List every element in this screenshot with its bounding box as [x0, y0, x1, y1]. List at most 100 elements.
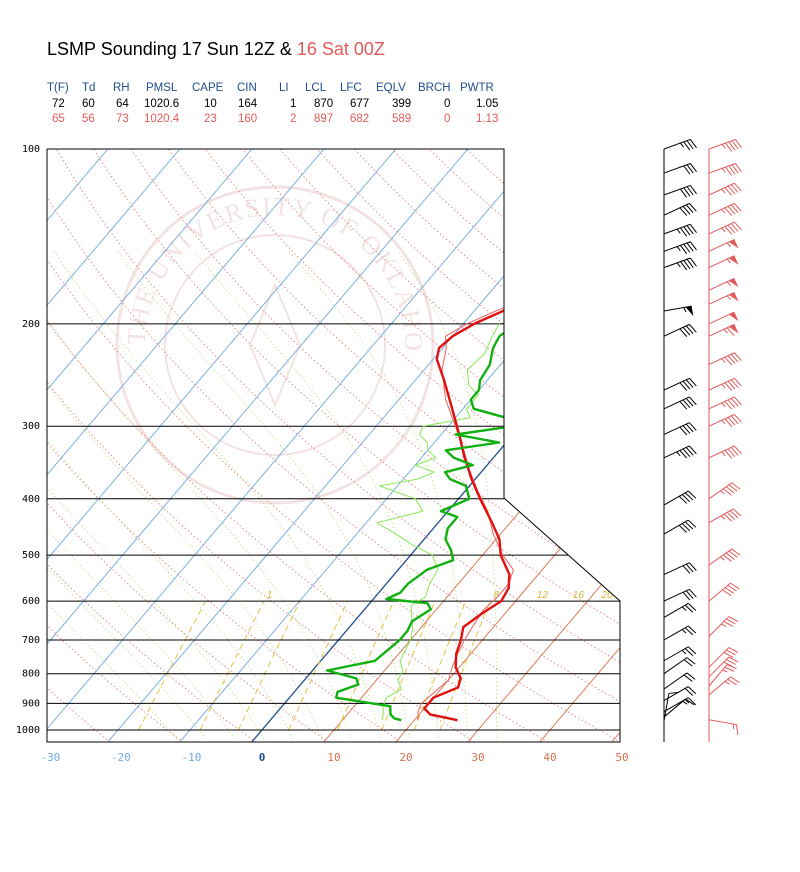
dry-adiabat: [503, 149, 620, 742]
barb-full: [732, 508, 742, 517]
wind-barb: [663, 422, 697, 436]
barb-full: [685, 325, 694, 334]
barb-full: [731, 140, 739, 150]
barb-full: [679, 401, 688, 410]
barb-full: [728, 550, 738, 558]
university-seal-watermark: THE UNIVERSITY OF OKLAHOMA SCHOOL OF MET…: [0, 0, 435, 505]
barb-full: [685, 563, 694, 573]
barb-full: [689, 241, 697, 251]
isotherm: [539, 149, 620, 742]
dewpoint-trace-16-sat-00z: [376, 323, 500, 721]
barb-shaft: [663, 588, 690, 602]
stats-cell: 677: [350, 98, 369, 110]
barb-half: [681, 649, 687, 655]
wind-barb: [708, 291, 739, 305]
plot-area: 1 8 12 16 20: [47, 149, 620, 742]
wind-barb: [708, 182, 742, 196]
barb-shaft: [708, 647, 730, 668]
barb-full: [684, 648, 694, 657]
pressure-axis: 100 200 300 400 500 600 700 800 900 1000: [16, 144, 40, 736]
barb-half: [682, 700, 688, 705]
barb-full: [724, 401, 733, 410]
barb-full: [689, 445, 697, 455]
barb-half: [723, 328, 728, 334]
stats-cell: 0: [444, 113, 450, 125]
barb-flag: [728, 278, 739, 288]
barb-full: [682, 399, 691, 409]
moist-adiabat: [47, 251, 324, 742]
barb-full: [730, 353, 739, 363]
barb-half: [720, 490, 725, 495]
barb-full: [686, 186, 694, 196]
isotherm: [47, 149, 325, 742]
barb-shaft: [663, 672, 688, 690]
barb-shaft: [663, 422, 690, 435]
wind-barb: [663, 519, 697, 535]
background-lines: 1 8 12 16 20: [47, 149, 620, 742]
wind-barb: [663, 445, 697, 459]
wind-barb: [708, 508, 742, 524]
pressure-tick-700: 700: [22, 635, 40, 646]
barb-full: [687, 625, 697, 634]
wind-barb: [663, 202, 697, 216]
barb-full: [724, 382, 733, 391]
barb-full: [730, 223, 739, 232]
stats-cell: 65: [52, 113, 65, 125]
wind-barb: [708, 138, 742, 152]
barb-half: [726, 242, 731, 248]
pressure-tick-800: 800: [22, 669, 40, 680]
barb-half: [681, 606, 687, 611]
barb-full: [730, 676, 740, 684]
barb-full: [687, 646, 697, 655]
barb-full: [726, 649, 736, 656]
barb-flag: [728, 239, 739, 249]
barb-full: [728, 616, 739, 622]
stats-table: T(F) Td RH PMSL CAPE CIN LI LCL LFC EQLV BRCH PWTR 7…: [47, 82, 498, 125]
barb-full: [724, 356, 733, 366]
isotherm: [47, 149, 469, 742]
mixing-ratio-line: [413, 600, 467, 731]
barb-full: [727, 205, 736, 215]
wind-barb: [663, 323, 697, 337]
stats-header-cape: CAPE: [192, 82, 224, 94]
wind-barb: [663, 588, 697, 602]
barb-shaft: [663, 396, 690, 410]
barb-full: [679, 207, 688, 216]
stats-cell: 160: [238, 113, 257, 125]
barb-full: [685, 379, 694, 388]
barb-full: [686, 657, 696, 665]
wind-barb: [708, 676, 740, 696]
barb-full: [730, 398, 739, 407]
barb-full: [685, 423, 694, 433]
temperature-axis: -30 -20 -10 0 10 20 30 40 50: [40, 751, 628, 764]
temp-tick-30: 30: [471, 751, 484, 764]
barb-full: [685, 698, 695, 706]
dry-adiabat: [391, 149, 620, 742]
stats-cell: 73: [116, 113, 129, 125]
barb-full: [687, 519, 697, 528]
wind-barb: [663, 241, 697, 254]
barb-full: [727, 185, 736, 195]
barb-shaft: [708, 291, 735, 305]
barb-full: [730, 379, 739, 388]
barb-full: [683, 260, 691, 270]
pressure-tick-1000: 1000: [16, 725, 40, 736]
barb-full: [726, 659, 736, 665]
barb-full: [723, 652, 734, 658]
barb-full: [689, 257, 697, 267]
barb-shaft: [663, 646, 689, 662]
barb-shaft: [663, 323, 690, 337]
barb-full: [723, 621, 734, 627]
temp-tick-40: 40: [543, 751, 556, 764]
barb-full: [726, 618, 736, 625]
mixing-ratio-label: 8: [494, 590, 500, 601]
barb-shaft: [708, 323, 735, 337]
temp-tick-50: 50: [615, 751, 628, 764]
barb-full: [680, 245, 688, 254]
barb-full: [686, 140, 694, 150]
wind-barb: [663, 697, 697, 713]
mixing-ratio-line: [288, 600, 349, 731]
barb-half: [721, 143, 726, 149]
mixing-ratio-line: [237, 600, 301, 731]
barb-half: [726, 258, 731, 264]
